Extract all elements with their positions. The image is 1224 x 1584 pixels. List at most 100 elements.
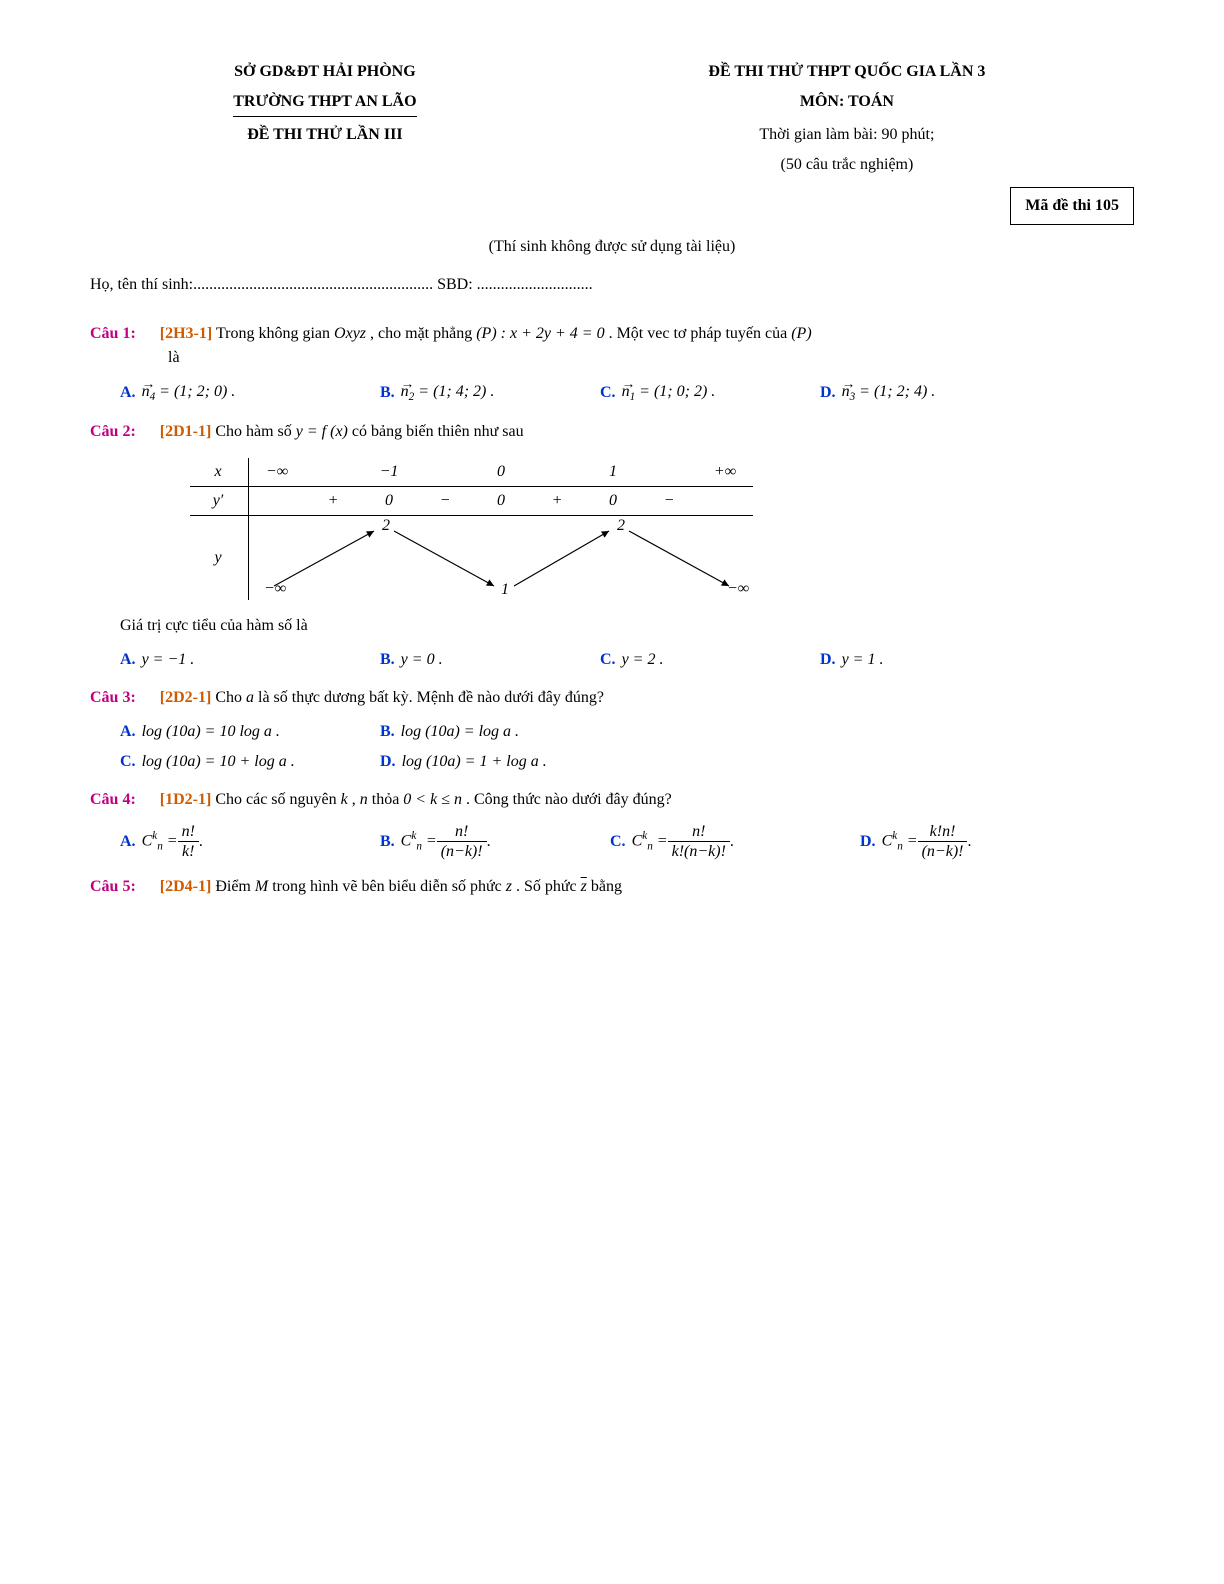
q4-label: Câu 4: [90,791,136,808]
q3-options-2: C.log (10a) = 10 + log a . D.log (10a) =… [120,750,1134,774]
question-2: Câu 2: [2D1-1] Cho hàm số y = f (x) có b… [90,420,1134,444]
q4C-den: k!(n−k)! [668,842,730,861]
q5-text4: bằng [591,878,622,895]
yp-hdr: y′ [190,486,249,515]
q4-n: n [360,791,368,808]
header-row-4: (50 câu trắc nghiệm) [90,153,1134,177]
q2-func: y = f (x) [296,423,348,440]
q2-C: y = 2 . [622,648,664,672]
q4-options: A. Ckn = n!k!. B. Ckn = n!(n−k)!. C. Ckn… [120,822,1134,861]
x-6 [529,458,585,487]
header-row-3: ĐỀ THI THỬ LẦN III Thời gian làm bài: 90… [90,123,1134,147]
q2-opt-D: D.y = 1 . [820,648,1040,672]
q5-label: Câu 5: [90,878,136,895]
q3-C: log (10a) = 10 + log a . [142,750,295,774]
y-diagram: −∞ 2 1 2 −∞ [249,515,754,600]
q3-options-1: A.log (10a) = 10 log a . B.log (10a) = l… [120,720,1134,744]
q1-text2: , cho mặt phẳng [370,325,476,342]
q2-D: y = 1 . [842,648,884,672]
q3-text2: là số thực dương bất kỳ. Mệnh đề nào dướ… [258,689,604,706]
q5-M: M [255,878,268,895]
yp-5: 0 [473,486,529,515]
q4-comma: , [352,791,360,808]
q2-A: y = −1 . [142,648,195,672]
name-line: Họ, tên thí sinh:.......................… [90,273,1134,297]
x-1: −∞ [249,458,306,487]
yp-4: − [417,486,473,515]
q1-A-val: (1; 2; 0) [174,383,227,400]
q4A-num: n! [178,822,199,842]
x-4 [417,458,473,487]
q1-tail: là [168,346,1134,370]
q4-k: k [341,791,348,808]
opt-label-C: C. [600,381,616,405]
school: TRƯỜNG THPT AN LÃO [233,90,416,117]
yp-6: + [529,486,585,515]
q3-D: log (10a) = 1 + log a . [402,750,547,774]
q5-z: z [506,878,512,895]
q1-text3: . Một vec tơ pháp tuyến của [609,325,792,342]
q4D-num: k!n! [918,822,968,842]
q4B-sub: n [416,841,422,853]
q3-opt-B: B.log (10a) = log a . [380,720,640,744]
q5-text3: . Số phức [516,878,581,895]
q4B-den: (n−k)! [437,842,487,861]
q1-opt-B: B. →n2 = (1; 4; 2) . [380,380,600,406]
q5-zbar: z [581,878,587,895]
q2-tail: Giá trị cực tiểu của hàm số là [120,614,1134,638]
question-1: Câu 1: [2H3-1] Trong không gian Oxyz , c… [90,322,1134,370]
q2-opt-A: A.y = −1 . [120,648,380,672]
q1-plane: (P) : x + 2y + 4 = 0 [476,325,604,342]
duration: Thời gian làm bài: 90 phút; [759,126,934,143]
yp-1 [249,486,306,515]
q1-space: Oxyz [334,325,366,342]
yp-2: + [305,486,361,515]
yp-9 [697,486,753,515]
variation-arrows-svg: −∞ 2 1 2 −∞ [249,516,749,596]
header-row-1: SỞ GD&ĐT HẢI PHÒNG ĐỀ THI THỬ THPT QUỐC … [90,60,1134,84]
q4-opt-A: A. Ckn = n!k!. [120,822,380,861]
q2-text1: Cho hàm số [215,423,295,440]
y-m: 1 [501,581,509,596]
opt-label-D: D. [820,381,836,405]
x-3: −1 [361,458,417,487]
y-t1: 2 [382,517,390,534]
q3-code: [2D2-1] [160,689,212,706]
x-7: 1 [585,458,641,487]
notice: (Thí sinh không được sử dụng tài liệu) [90,235,1134,259]
x-5: 0 [473,458,529,487]
q2-label: Câu 2: [90,423,136,440]
question-3: Câu 3: [2D2-1] Cho a là số thực dương bấ… [90,686,1134,710]
q3-opt-A: A.log (10a) = 10 log a . [120,720,380,744]
q1-C-val: (1; 0; 2) [654,383,707,400]
q2-opt-C: C.y = 2 . [600,648,820,672]
q1-opt-A: A. →n4 = (1; 2; 0) . [120,380,380,406]
q-count: (50 câu trắc nghiệm) [780,156,913,173]
q3-opt-C: C.log (10a) = 10 + log a . [120,750,380,774]
var-y-row: y −∞ 2 1 2 −∞ [190,515,753,600]
q3-label: Câu 3: [90,689,136,706]
question-5: Câu 5: [2D4-1] Điểm M trong hình vẽ bên … [90,875,1134,899]
q2-text2: có bảng biến thiên như sau [352,423,524,440]
q2-code: [2D1-1] [160,423,212,440]
q4-text2: thỏa [372,791,404,808]
q3-text1: Cho [215,689,246,706]
y-bl: −∞ [264,580,286,596]
q4A-sub: n [157,841,163,853]
q4C-sub: n [647,841,653,853]
q4-opt-C: C. Ckn = n!k!(n−k)!. [610,822,860,861]
q3-A: log (10a) = 10 log a . [142,720,280,744]
yp-8: − [641,486,697,515]
q4-text1: Cho các số nguyên [215,791,340,808]
q4A-den: k! [178,842,199,861]
question-4: Câu 4: [1D2-1] Cho các số nguyên k , n t… [90,788,1134,812]
x-8 [641,458,697,487]
q1-label: Câu 1: [90,325,136,342]
q4D-sub: n [897,841,903,853]
q2-options: A.y = −1 . B.y = 0 . C.y = 2 . D.y = 1 . [120,648,1134,672]
x-hdr: x [190,458,249,487]
q1-opt-D: D. →n3 = (1; 2; 4) . [820,380,1040,406]
opt-label-A: A. [120,381,136,405]
q4-cond: 0 < k ≤ n [403,791,462,808]
q3-opt-D: D.log (10a) = 1 + log a . [380,750,640,774]
